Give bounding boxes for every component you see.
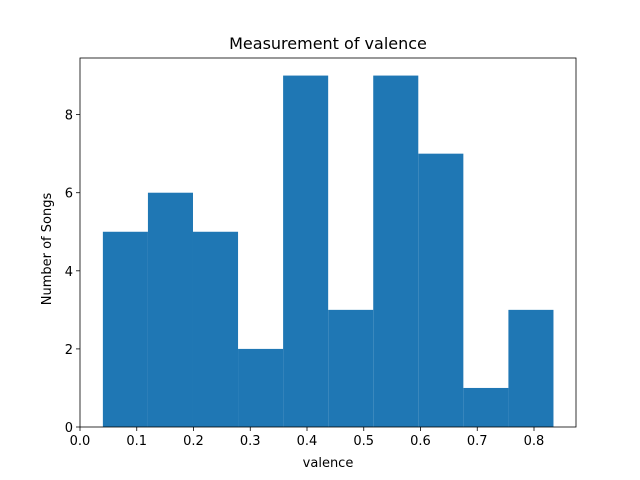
chart-title: Measurement of valence — [229, 34, 427, 53]
y-tick-label: 0 — [65, 421, 73, 436]
x-axis-label: valence — [303, 456, 354, 471]
histogram-bar — [192, 231, 239, 427]
histogram-bar — [328, 309, 374, 427]
x-tick-label: 0.1 — [126, 434, 147, 449]
x-tick-label: 0.0 — [70, 434, 91, 449]
histogram-bar — [102, 231, 148, 427]
x-axis-ticks: 0.0 0.1 0.2 0.3 0.4 0.5 0.6 0.7 0.8 — [70, 427, 545, 449]
y-axis-ticks: 0 2 4 6 8 — [65, 109, 80, 436]
y-tick-label: 4 — [65, 265, 73, 280]
x-tick-label: 0.7 — [467, 434, 488, 449]
bars-group — [102, 75, 554, 428]
histogram-bar — [147, 192, 193, 427]
y-tick-label: 8 — [65, 109, 73, 124]
x-tick-label: 0.8 — [524, 434, 545, 449]
y-tick-label: 2 — [65, 343, 73, 358]
histogram-bar — [238, 348, 284, 427]
histogram-bar — [418, 153, 464, 427]
x-tick-label: 0.6 — [410, 434, 431, 449]
x-tick-label: 0.3 — [240, 434, 261, 449]
y-axis-label: Number of Songs — [40, 193, 55, 306]
histogram-bar — [463, 387, 509, 427]
y-tick-label: 6 — [65, 187, 73, 202]
x-tick-label: 0.2 — [183, 434, 204, 449]
histogram-bar — [508, 309, 554, 427]
histogram-bar — [373, 75, 419, 428]
histogram-bar — [283, 75, 329, 428]
plot-frame — [79, 57, 577, 428]
x-tick-label: 0.4 — [297, 434, 318, 449]
x-tick-label: 0.5 — [353, 434, 374, 449]
